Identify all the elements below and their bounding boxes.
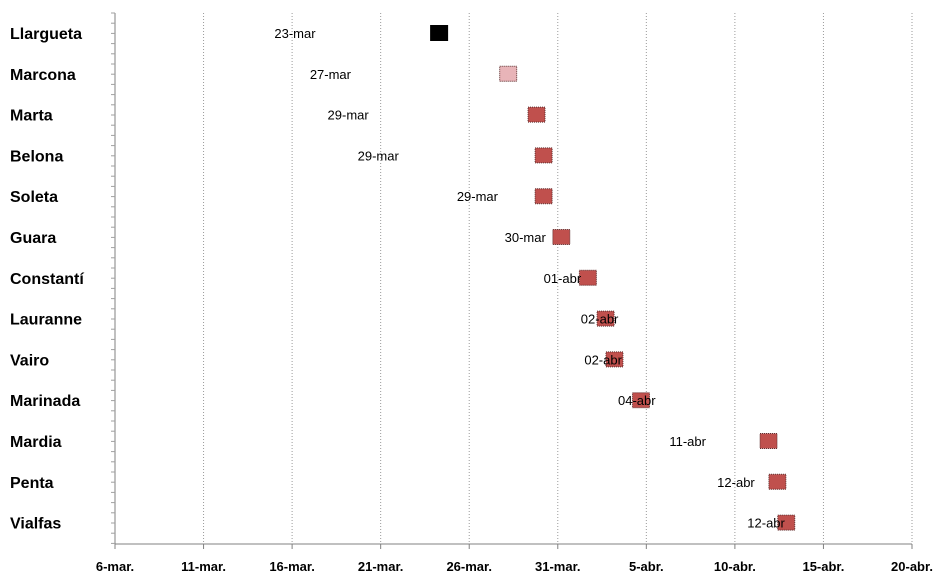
- axes: [111, 12, 913, 549]
- data-label: 29-mar: [358, 148, 400, 163]
- data-point-marker: [534, 147, 553, 164]
- category-label: Constantí: [10, 271, 84, 288]
- x-tick-label: 21-mar.: [358, 559, 404, 574]
- category-label: Vialfas: [10, 516, 61, 533]
- data-point-marker: [578, 269, 597, 286]
- data-point-marker: [632, 392, 651, 409]
- category-label: Marinada: [10, 393, 80, 410]
- x-tick-label: 5-abr.: [629, 559, 664, 574]
- x-tick-label: 11-mar.: [181, 559, 226, 574]
- category-label: Mardia: [10, 434, 62, 451]
- category-label: Llargueta: [10, 26, 82, 43]
- x-axis-labels: 6-mar. 11-mar. 16-mar. 21-mar. 26-mar. 31-mar…: [96, 559, 933, 574]
- data-point-marker: [777, 514, 796, 531]
- category-label: Marta: [10, 108, 53, 125]
- data-point-marker: [596, 310, 615, 327]
- data-point-marker: [768, 473, 787, 490]
- data-point-marker: [499, 65, 518, 82]
- data-label: 11-abr: [669, 434, 706, 449]
- category-label: Belona: [10, 148, 63, 165]
- x-tick-label: 31-mar.: [535, 559, 581, 574]
- category-label: Penta: [10, 475, 54, 492]
- data-label: 04-abr: [618, 393, 656, 408]
- category-label: Lauranne: [10, 312, 82, 329]
- data-label: 01-abr: [544, 271, 582, 286]
- x-tick-label: 16-mar.: [269, 559, 315, 574]
- data-label: 12-abr: [747, 516, 785, 531]
- x-tick-label: 20-abr.: [891, 559, 933, 574]
- data-label: 23-mar: [274, 26, 316, 41]
- x-tick-label: 6-mar.: [96, 559, 134, 574]
- y-axis-labels: Llargueta Marcona Marta Belona Soleta Guara Co…: [10, 26, 84, 533]
- data-label: 29-mar: [457, 189, 499, 204]
- data-label: 12-abr: [717, 475, 755, 490]
- data-label: 02-abr: [584, 352, 622, 367]
- data-point-marker: [527, 106, 546, 123]
- data-point-marker: [605, 351, 624, 368]
- data-label: 02-abr: [581, 312, 619, 327]
- x-tick-label: 10-abr.: [714, 559, 756, 574]
- data-point-marker: [430, 25, 449, 41]
- data-label: 30-mar: [505, 230, 547, 245]
- data-label: 27-mar: [310, 67, 352, 82]
- data-points: [430, 25, 796, 531]
- data-point-marker: [552, 229, 571, 245]
- category-label: Soleta: [10, 189, 58, 206]
- data-point-marker: [534, 188, 553, 205]
- category-label: Marcona: [10, 67, 76, 84]
- category-label: Vairo: [10, 352, 49, 369]
- x-tick-label: 26-mar.: [446, 559, 492, 574]
- data-point-marker: [759, 433, 778, 449]
- data-label: 29-mar: [328, 108, 370, 123]
- category-label: Guara: [10, 230, 56, 247]
- x-tick-label: 15-abr.: [802, 559, 844, 574]
- data-labels: 23-mar 27-mar 29-mar 29-mar 29-mar 30-mar 01-a…: [274, 26, 785, 531]
